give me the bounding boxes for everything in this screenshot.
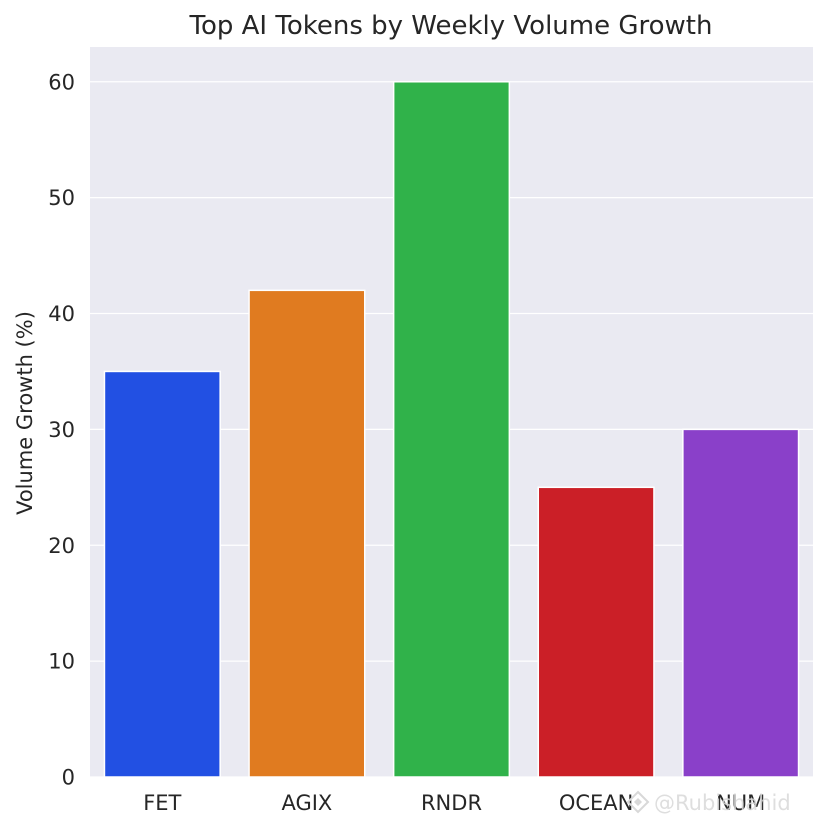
y-axis-ticks: 0 10 20 30 40 50 60 — [48, 70, 75, 789]
y-tick-label: 40 — [48, 302, 75, 326]
diamond-logo-icon — [626, 790, 650, 814]
y-tick-label: 10 — [48, 650, 75, 674]
watermark-text: @Rubishahid — [654, 791, 791, 815]
bars — [103, 81, 800, 778]
bar-num — [682, 428, 800, 778]
watermark: @Rubishahid — [626, 790, 791, 815]
y-tick-label: 30 — [48, 418, 75, 442]
x-tick-label: RNDR — [421, 791, 482, 815]
bar-ocean — [537, 486, 655, 778]
x-tick-label: AGIX — [281, 791, 332, 815]
bar-fet — [103, 370, 221, 778]
x-tick-label: OCEAN — [559, 791, 634, 815]
y-tick-label: 50 — [48, 186, 75, 210]
bar-agix — [248, 289, 366, 778]
y-tick-label: 60 — [48, 70, 75, 94]
x-axis-ticks: FET AGIX RNDR OCEAN NUM — [143, 791, 765, 815]
bar-rndr — [392, 81, 511, 778]
y-tick-label: 0 — [62, 766, 75, 790]
y-tick-label: 20 — [48, 534, 75, 558]
x-tick-label: FET — [143, 791, 181, 815]
y-axis-label: Volume Growth (%) — [13, 311, 37, 515]
x-tick-label: NUM — [716, 791, 765, 815]
chart-title: Top AI Tokens by Weekly Volume Growth — [189, 11, 713, 41]
